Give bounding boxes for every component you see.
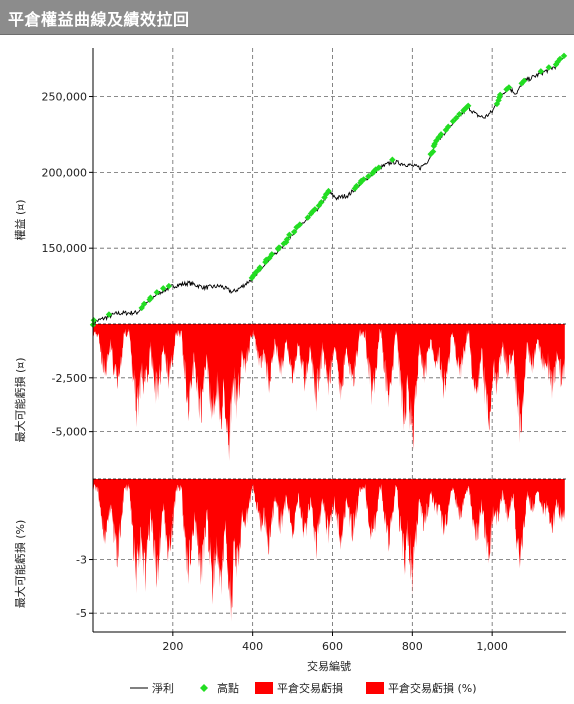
- high-point-marker: [518, 80, 525, 87]
- y-tick-label: -5,000: [52, 426, 87, 439]
- high-point-marker: [140, 300, 148, 308]
- y-tick-label: 200,000: [42, 166, 88, 179]
- legend-diamond-swatch: [200, 684, 208, 692]
- high-point-marker: [304, 214, 311, 221]
- window-title: 平倉權益曲線及績效拉回: [8, 10, 190, 29]
- high-point-marker: [389, 156, 396, 163]
- high-point-marker: [153, 289, 161, 296]
- high-point-marker: [318, 199, 325, 206]
- high-point-marker: [520, 77, 528, 84]
- high-point-marker: [360, 176, 367, 183]
- high-point-marker: [105, 311, 113, 318]
- high-point-marker: [453, 114, 460, 122]
- drawdown-pct-fill: [93, 479, 565, 622]
- drawdown-pct-y-label: 最大可能虧損 (%): [13, 520, 27, 609]
- drawdown-pct-area: [93, 479, 565, 622]
- x-tick-label: 600: [322, 640, 343, 653]
- x-tick-label: 1,000: [476, 640, 508, 653]
- y-tick-label: 150,000: [42, 242, 88, 255]
- drawdown-abs-fill: [93, 324, 565, 462]
- y-tick-label: 250,000: [42, 91, 88, 104]
- high-point-marker: [283, 236, 291, 243]
- high-point-marker: [545, 64, 553, 71]
- high-point-marker: [325, 187, 332, 195]
- legend-label: 高點: [217, 681, 239, 695]
- high-point-marker: [365, 173, 372, 180]
- equity-y-label: 權益 (¤): [13, 199, 27, 240]
- high-point-marker: [311, 206, 319, 213]
- high-point-marker: [505, 84, 513, 91]
- high-point-marker: [375, 164, 382, 171]
- high-point-marker: [456, 110, 463, 118]
- high-point-marker: [296, 221, 303, 228]
- drawdown-abs-area: [93, 324, 565, 462]
- high-point-marker: [275, 244, 283, 251]
- legend-label: 平倉交易虧損: [277, 681, 343, 695]
- high-point-marker: [495, 97, 502, 104]
- chart-area: 200 400 600 800 1,000 150,000 200,000 250,000 -2…: [13, 48, 568, 695]
- high-point-marker: [437, 131, 445, 138]
- y-tick-label: -2,500: [52, 372, 87, 385]
- high-point-marker: [465, 102, 472, 109]
- high-point-marker: [266, 254, 273, 262]
- high-point-marker: [290, 228, 298, 236]
- high-point-marker: [160, 285, 167, 292]
- high-point-marker: [429, 148, 437, 155]
- x-axis-label: 交易編號: [307, 659, 351, 673]
- y-tick-label: -3: [76, 554, 87, 567]
- high-point-marker: [449, 118, 457, 125]
- high-point-marker: [554, 58, 561, 66]
- window-title-bar: 平倉權益曲線及績效拉回: [0, 0, 574, 35]
- legend: 淨利 高點 平倉交易虧損 平倉交易虧損 (%): [130, 681, 477, 695]
- y-tick-label: -5: [76, 607, 87, 620]
- axes: 200 400 600 800 1,000 150,000 200,000 250,000 -2…: [42, 48, 566, 653]
- legend-label: 淨利: [152, 682, 174, 695]
- legend-box-swatch: [255, 682, 273, 694]
- legend-label: 平倉交易虧損 (%): [388, 681, 477, 695]
- drawdown-abs-y-label: 最大可能虧損 (¤): [13, 357, 27, 442]
- high-point-marker: [556, 55, 564, 63]
- equity-series: [89, 52, 568, 328]
- high-point-marker: [268, 251, 276, 258]
- high-point-marker: [286, 231, 293, 239]
- high-point-marker: [496, 91, 504, 99]
- x-tick-label: 400: [242, 640, 263, 653]
- x-tick-label: 200: [162, 640, 183, 653]
- high-point-marker: [90, 317, 97, 324]
- x-tick-label: 800: [402, 640, 423, 653]
- high-point-marker: [560, 52, 568, 60]
- high-point-marker: [307, 210, 315, 217]
- legend-box-swatch: [366, 682, 384, 694]
- high-point-marker: [552, 61, 560, 68]
- high-point-marker: [353, 182, 360, 190]
- high-point-marker: [165, 282, 173, 290]
- high-point-marker: [147, 294, 154, 301]
- high-point-marker: [537, 68, 545, 75]
